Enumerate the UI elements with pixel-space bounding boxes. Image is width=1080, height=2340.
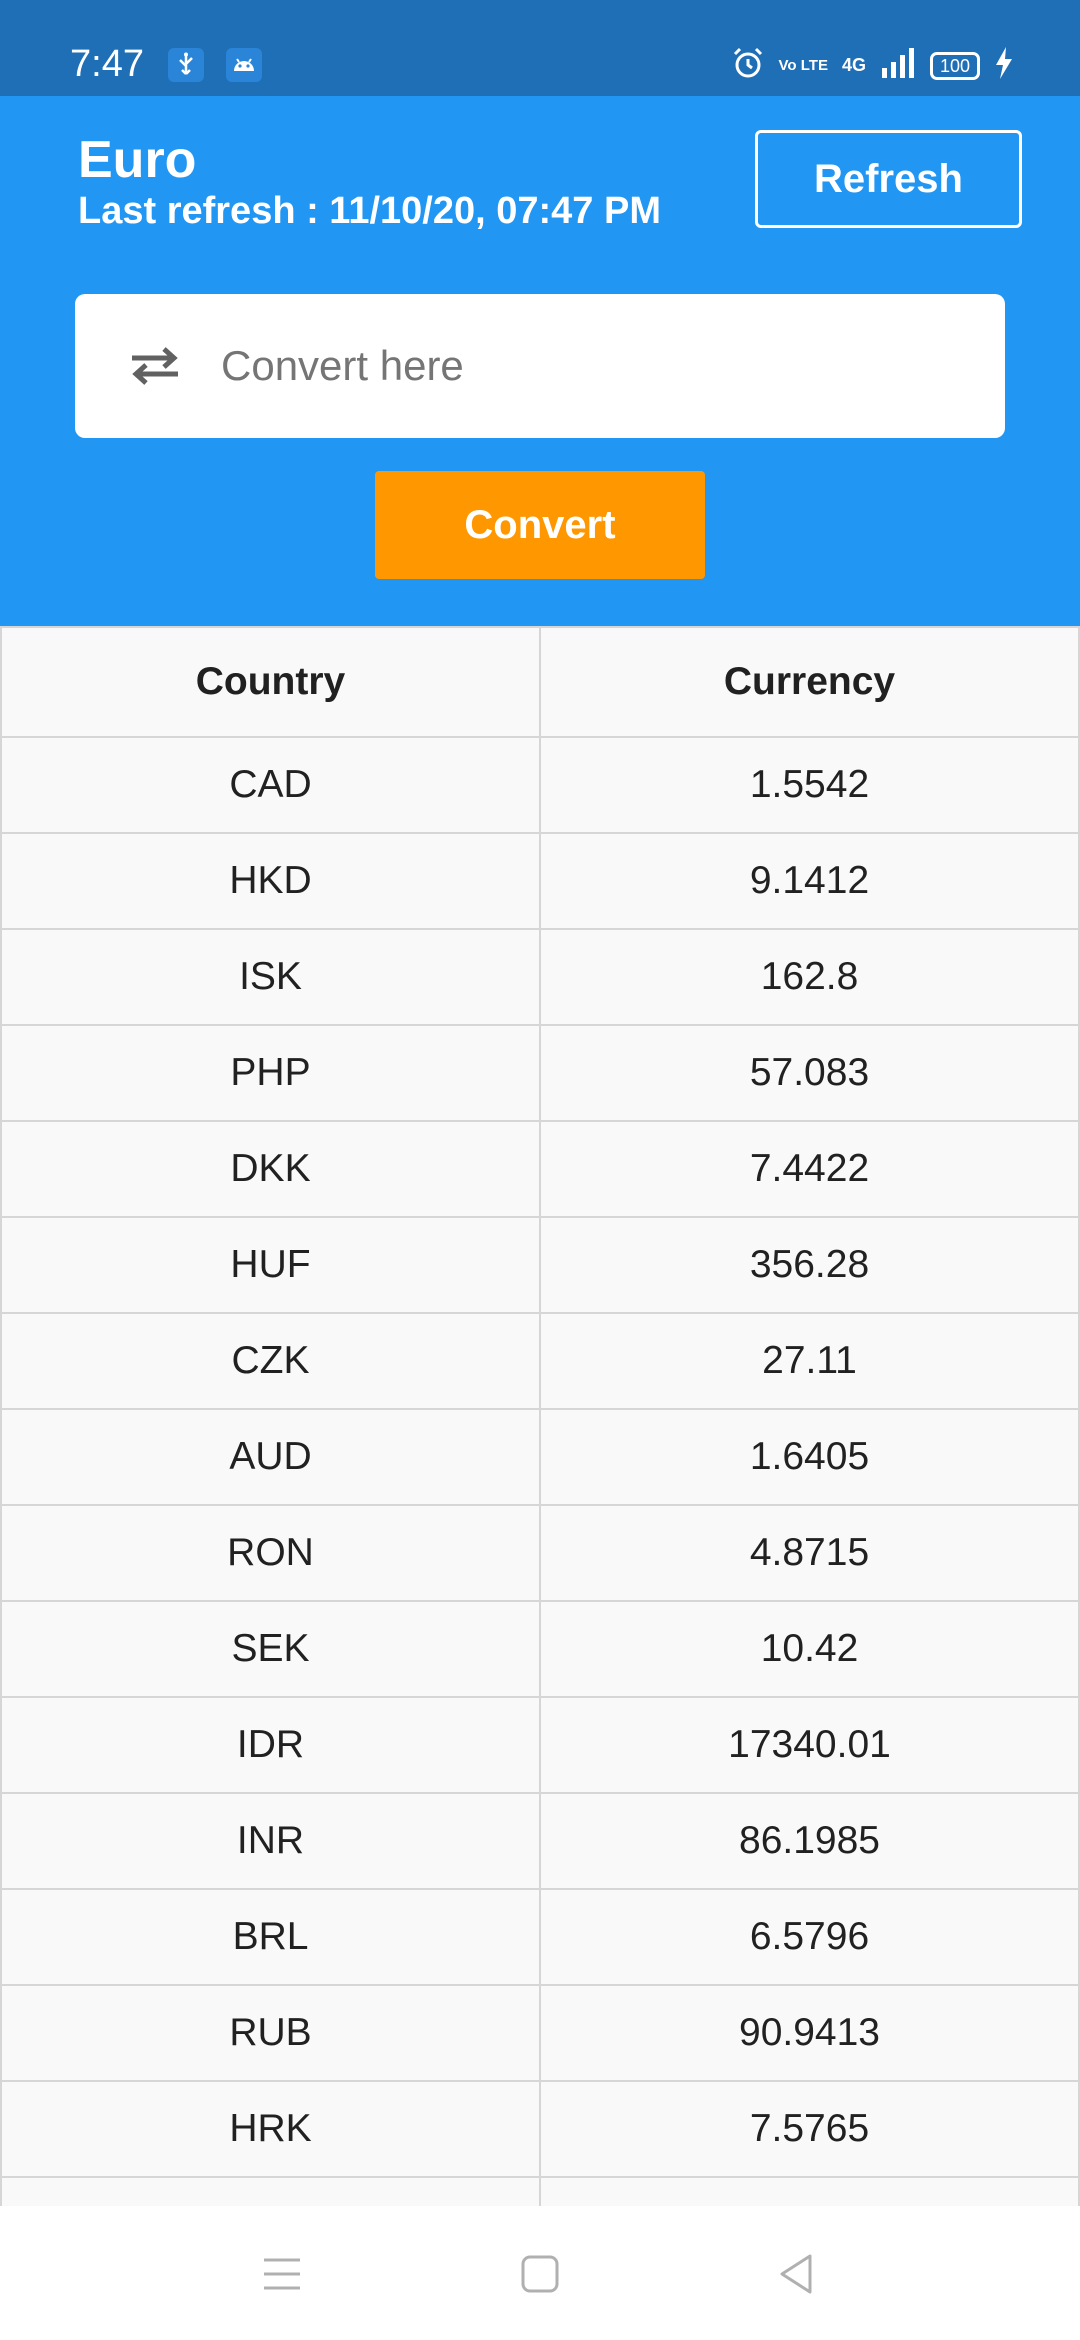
currency-cell: 356.28: [539, 1216, 1080, 1314]
refresh-button[interactable]: Refresh: [755, 130, 1022, 228]
currency-cell: 1.6405: [539, 1408, 1080, 1506]
column-header-country: Country: [0, 626, 541, 738]
country-cell: CAD: [0, 736, 541, 834]
last-refresh-label: Last refresh : 11/10/20, 07:47 PM: [78, 190, 661, 232]
currency-cell: 1.5542: [539, 736, 1080, 834]
currency-cell: 7.5765: [539, 2080, 1080, 2178]
country-cell: SEK: [0, 1600, 541, 1698]
country-cell: AUD: [0, 1408, 541, 1506]
currency-cell: 10.42: [539, 1600, 1080, 1698]
usb-icon: [168, 48, 204, 82]
country-cell: RON: [0, 1504, 541, 1602]
currency-cell: 9.1412: [539, 832, 1080, 930]
currency-cell: 86.1985: [539, 1792, 1080, 1890]
page-title: Euro: [78, 131, 197, 189]
column-header-currency: Currency: [539, 626, 1080, 738]
country-cell: BRL: [0, 1888, 541, 1986]
table-row: BRL 6.5796: [0, 1888, 1080, 1986]
back-icon[interactable]: [772, 2250, 820, 2298]
country-cell: DKK: [0, 1120, 541, 1218]
currency-cell: [539, 2176, 1080, 2206]
table-row: CZK 27.11: [0, 1312, 1080, 1410]
signal-icon: [880, 48, 916, 83]
currency-cell: 6.5796: [539, 1888, 1080, 1986]
menu-icon[interactable]: [258, 2250, 306, 2298]
country-cell: HUF: [0, 1216, 541, 1314]
swap-icon: [125, 336, 185, 396]
volte-indicator: Vo LTE: [778, 57, 828, 74]
table-row: HRK 7.5765: [0, 2080, 1080, 2178]
home-icon[interactable]: [516, 2250, 564, 2298]
country-cell: INR: [0, 1792, 541, 1890]
table-row: [0, 2176, 1080, 2206]
status-system-icons: Vo LTE 4G 100: [731, 46, 1014, 85]
currency-cell: 162.8: [539, 928, 1080, 1026]
country-cell: CZK: [0, 1312, 541, 1410]
alarm-icon: [731, 46, 765, 85]
table-row: IDR 17340.01: [0, 1696, 1080, 1794]
currency-cell: 7.4422: [539, 1120, 1080, 1218]
table-row: RON 4.8715: [0, 1504, 1080, 1602]
country-cell: RUB: [0, 1984, 541, 2082]
currency-cell: 90.9413: [539, 1984, 1080, 2082]
rates-table-container[interactable]: Country Currency CAD 1.5542 HKD 9.1412 ISK…: [0, 626, 1080, 2206]
country-cell: HKD: [0, 832, 541, 930]
convert-input[interactable]: [219, 341, 1005, 391]
table-row: HKD 9.1412: [0, 832, 1080, 930]
convert-input-container[interactable]: [75, 294, 1005, 438]
battery-indicator: 100: [930, 51, 980, 80]
status-bar: 7:47 Vo LTE 4G: [0, 0, 1080, 96]
rates-table: Country Currency CAD 1.5542 HKD 9.1412 ISK…: [0, 626, 1080, 2206]
country-cell: IDR: [0, 1696, 541, 1794]
country-cell: ISK: [0, 928, 541, 1026]
charging-icon: [994, 47, 1014, 84]
table-row: HUF 356.28: [0, 1216, 1080, 1314]
android-icon: [226, 48, 262, 82]
table-header-row: Country Currency: [0, 626, 1080, 738]
status-notification-icons: [168, 48, 262, 82]
network-type: 4G: [841, 55, 866, 75]
country-cell: HRK: [0, 2080, 541, 2178]
table-row: AUD 1.6405: [0, 1408, 1080, 1506]
currency-cell: 4.8715: [539, 1504, 1080, 1602]
system-nav-bar: [0, 2206, 1080, 2340]
table-row: RUB 90.9413: [0, 1984, 1080, 2082]
currency-cell: 57.083: [539, 1024, 1080, 1122]
header: Euro Last refresh : 11/10/20, 07:47 PM R…: [0, 96, 1080, 626]
convert-button[interactable]: Convert: [375, 471, 705, 579]
status-time: 7:47: [70, 43, 144, 85]
table-row: SEK 10.42: [0, 1600, 1080, 1698]
table-row: CAD 1.5542: [0, 736, 1080, 834]
currency-cell: 17340.01: [539, 1696, 1080, 1794]
country-cell: [0, 2176, 541, 2206]
table-row: INR 86.1985: [0, 1792, 1080, 1890]
table-row: PHP 57.083: [0, 1024, 1080, 1122]
table-row: ISK 162.8: [0, 928, 1080, 1026]
currency-cell: 27.11: [539, 1312, 1080, 1410]
table-row: DKK 7.4422: [0, 1120, 1080, 1218]
country-cell: PHP: [0, 1024, 541, 1122]
